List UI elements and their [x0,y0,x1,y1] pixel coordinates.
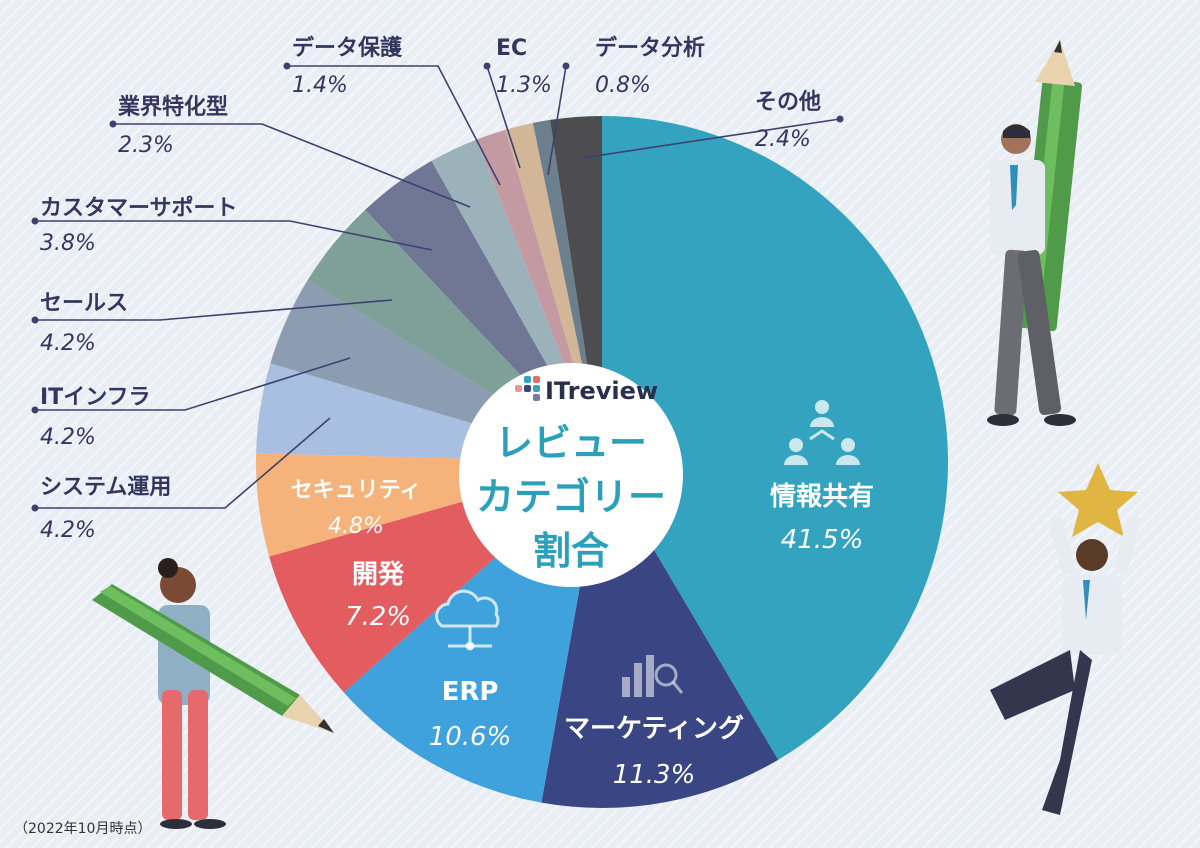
slice-label-slice-13: その他 [755,90,821,115]
woman-with-pencil-illustration [92,558,334,829]
leader-line-slice-7 [35,299,393,321]
slice-value-slice-8: 3.8% [40,231,96,256]
slice-label-erp: ERP [442,677,499,707]
leader-dot-slice-8 [31,217,39,225]
slice-label-slice-9: 業界特化型 [118,94,228,120]
leader-dot-slice-12 [562,62,570,70]
slice-value-slice-10: 1.4% [292,73,348,98]
itreview-logo-icon [515,376,540,401]
slice-label-slice-1: マーケティング [564,714,744,744]
man-with-pencil-illustration [987,40,1083,426]
slice-label-slice-4: セキュリティ [291,478,422,503]
people-network-icon [784,400,860,465]
slice-value-slice-5: 4.2% [40,518,96,543]
pie-slice-slice-0 [602,116,949,760]
itreview-logo-text: ITreview [545,377,658,405]
slice-label-slice-8: カスタマーサポート [40,195,238,221]
slice-label-it: ITインフラ [40,385,151,410]
leader-dot-slice-7 [31,316,39,324]
center-disc [459,363,683,587]
slice-value-erp: 10.6% [429,722,512,752]
leader-line-slice-12 [547,65,567,176]
slice-label-slice-12: データ分析 [595,35,705,61]
center-label: ITreview レビュー カテゴリー 割合 [459,363,683,587]
leader-dot-slice-10 [283,62,291,70]
slice-value-slice-9: 2.3% [118,133,174,158]
leader-line-slice-8 [35,220,433,251]
leader-line-it [35,357,351,411]
slice-value-slice-0: 41.5% [781,525,864,555]
leader-line-ec [486,65,521,169]
slice-value-ec: 1.3% [496,73,552,98]
slice-label-slice-10: データ保護 [292,35,403,61]
slice-label-slice-7: セールス [40,291,128,316]
slice-label-slice-0: 情報共有 [770,482,874,512]
slice-value-slice-12: 0.8% [595,73,651,98]
slice-value-it: 4.2% [40,425,96,450]
footnote: （2022年10月時点） [14,821,152,837]
slice-value-slice-13: 2.4% [755,127,811,152]
slice-label-slice-5: システム運用 [40,475,171,500]
center-title-line-1: レビュー [495,421,647,465]
slice-value-slice-1: 11.3% [613,760,696,790]
center-title-line-2: カテゴリー [476,475,666,519]
leader-line-slice-5 [35,417,331,509]
leader-line-slice-10 [287,65,501,186]
leader-dot-slice-13 [836,115,844,123]
slice-value-slice-7: 4.2% [40,331,96,356]
slice-labels: 情報共有 41.5% マーケティング 11.3% ERP 10.6% 開発 7.2% セキュ… [31,35,874,790]
man-with-star-illustration [990,463,1141,815]
slice-label-ec: EC [496,36,527,61]
slice-value-slice-3: 7.2% [345,602,411,632]
slice-label-slice-3: 開発 [352,560,405,590]
leader-dot-slice-9 [109,120,117,128]
star-icon [1058,463,1138,537]
center-title-line-3: 割合 [533,529,609,573]
leader-dot-it [31,406,39,414]
cloud-network-icon [435,589,500,651]
bar-chart-magnifier-icon [622,655,684,697]
leader-line-slice-9 [113,123,471,208]
leader-line-slice-13 [581,118,841,159]
leader-dot-slice-5 [31,504,39,512]
slice-value-slice-4: 4.8% [328,514,384,539]
leader-dot-ec [483,62,491,70]
